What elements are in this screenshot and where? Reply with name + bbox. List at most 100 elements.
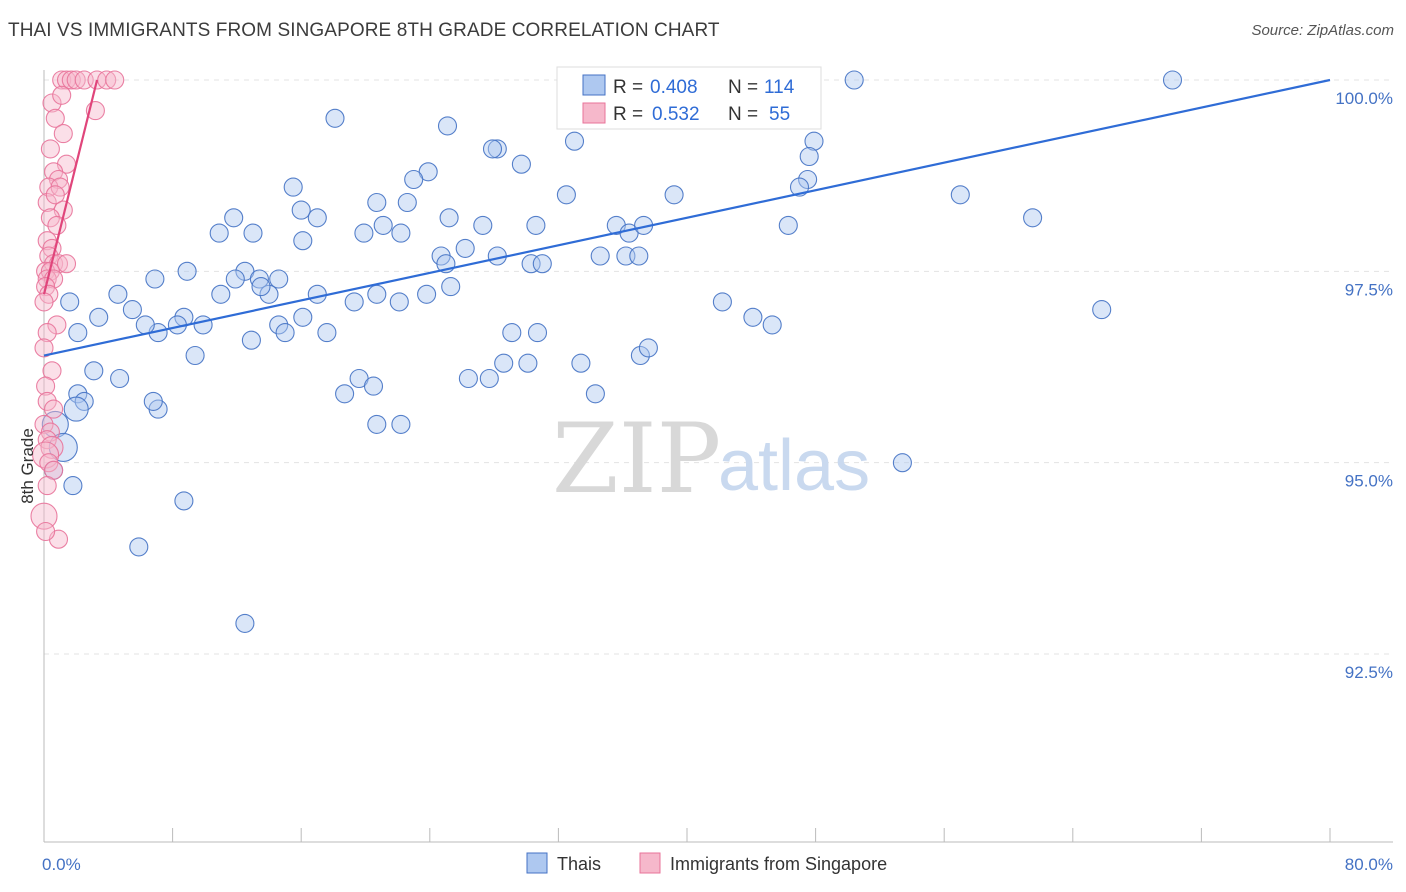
thais-point-72 [68, 323, 88, 343]
thais-point-60 [60, 292, 80, 312]
thais-point-113 [892, 453, 912, 473]
singapore-point-7 [105, 70, 125, 90]
thais-point-83 [84, 361, 104, 381]
stats-r-label-thais: R = [613, 77, 643, 98]
thais-point-41 [455, 238, 475, 258]
thais-point-54 [225, 269, 245, 289]
thais-point-62 [367, 284, 387, 304]
y-tick-label-3: 92.5% [1345, 663, 1393, 682]
thais-point-29 [391, 223, 411, 243]
thais-point-19 [283, 177, 303, 197]
thais-point-49 [269, 269, 289, 289]
thais-point-99 [63, 476, 83, 496]
thais-point-104 [712, 292, 732, 312]
singapore-point-51 [37, 476, 57, 496]
thais-point-80 [571, 353, 591, 373]
thais-point-73 [269, 315, 289, 335]
thais-point-48 [249, 269, 269, 289]
singapore-point-46 [37, 430, 57, 450]
thais-point-67 [193, 315, 213, 335]
thais-point-16 [664, 185, 684, 205]
thais-point-89 [335, 384, 355, 404]
singapore-point-6 [97, 70, 117, 90]
legend-label-singapore: Immigrants from Singapore [670, 854, 887, 874]
thais-point-43 [521, 254, 541, 274]
thais-point-61 [122, 300, 142, 320]
thais-point-5 [325, 108, 345, 128]
thais-point-111 [129, 537, 149, 557]
stats-n-value-thais: 114 [764, 77, 795, 98]
thais-point-26 [473, 215, 493, 235]
thais-point-52 [211, 284, 231, 304]
singapore-point-16 [48, 169, 69, 190]
singapore-point-19 [37, 192, 57, 213]
thais-point-88 [363, 376, 384, 396]
stats-swatch-singapore [582, 102, 606, 124]
thais-point-55 [251, 277, 271, 297]
thais-point-94 [74, 391, 94, 411]
thais-point-53 [259, 284, 279, 304]
source-credit: Source: ZipAtlas.com [1251, 22, 1394, 39]
singapore-point-17 [39, 177, 59, 197]
thais-point-21 [367, 192, 387, 213]
singapore-point-36 [34, 292, 54, 312]
thais-point-23 [224, 208, 244, 228]
thais-point-59 [108, 284, 128, 304]
thais-point-24 [307, 208, 327, 228]
singapore-point-52 [30, 502, 58, 530]
thais-point-20 [291, 200, 311, 220]
thais-point-14 [404, 169, 424, 190]
stats-box: R = 0.408 N = 114 R = 0.532 N = 55 [556, 66, 822, 130]
x-tick-label-max: 80.0% [1345, 855, 1393, 874]
thais-point-110 [174, 491, 194, 511]
x-tick-labels: 0.0% 80.0% [42, 855, 1393, 874]
thais-point-102 [585, 384, 605, 404]
thais-point-25 [439, 208, 459, 228]
thais-point-109 [1092, 300, 1112, 320]
axes [43, 70, 1393, 843]
thais-point-32 [209, 223, 229, 243]
thais-point-28 [373, 215, 393, 235]
thais-point-84 [110, 368, 130, 389]
chart-title: THAI VS IMMIGRANTS FROM SINGAPORE 8TH GR… [8, 20, 720, 41]
singapore-point-12 [53, 124, 73, 144]
thais-point-64 [441, 277, 461, 297]
thais-point-105 [762, 315, 782, 335]
thais-point-71 [89, 307, 109, 327]
y-tick-labels: 100.0% 97.5% 95.0% 92.5% [1335, 89, 1393, 682]
thais-point-100 [367, 414, 387, 434]
thais-point-51 [145, 269, 165, 289]
thais-point-77 [185, 345, 205, 366]
thais-point-8 [564, 131, 585, 151]
thais-point-30 [526, 215, 546, 235]
thais-point-10 [804, 131, 824, 151]
thais-point-22 [397, 192, 417, 213]
stats-r-value-singapore: 0.532 [652, 104, 700, 125]
thais-point-39 [590, 246, 610, 266]
legend-label-thais: Thais [557, 854, 601, 874]
x-tick-label-min: 0.0% [42, 855, 81, 874]
thais-point-56 [307, 284, 327, 304]
stats-r-value-thais: 0.408 [650, 77, 698, 98]
singapore-point-3 [66, 70, 86, 90]
singapore-point-9 [52, 85, 72, 105]
y-axis-title: 8th Grade [18, 428, 37, 504]
thais-point-3 [844, 70, 864, 90]
thais-point-86 [479, 368, 499, 389]
singapore-point-38 [37, 323, 57, 343]
thais-point-92 [143, 391, 163, 411]
stats-n-value-singapore: 55 [769, 104, 790, 125]
thais-point-112 [235, 613, 255, 633]
thais-point-107 [950, 185, 970, 205]
trend-line-singapore [42, 79, 99, 295]
y-tick-label-1: 97.5% [1345, 280, 1393, 299]
legend: Thais Immigrants from Singapore [526, 852, 887, 874]
singapore-point-20 [45, 185, 65, 205]
thais-point-27 [354, 223, 374, 243]
singapore-point-43 [44, 399, 64, 419]
thais-point-17 [798, 169, 818, 190]
singapore-point-13 [40, 139, 60, 159]
thais-point-50 [177, 261, 197, 281]
thais-point-90 [630, 345, 650, 366]
singapore-point-22 [40, 208, 60, 228]
